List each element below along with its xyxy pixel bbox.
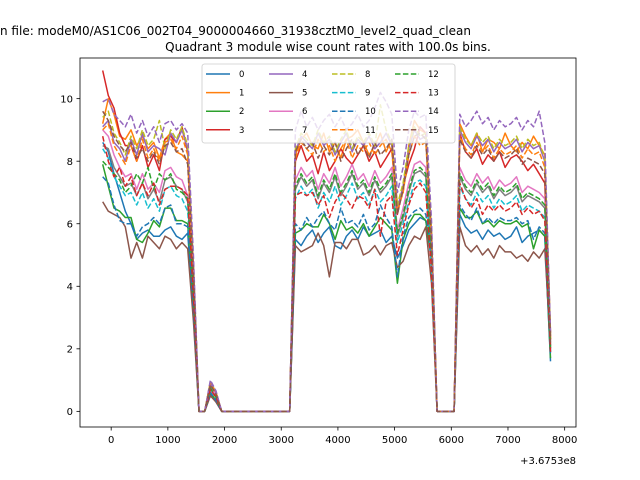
legend-label-8: 8	[365, 70, 370, 80]
x-tick-label: 0	[108, 435, 114, 446]
x-tick-label: 7000	[495, 435, 520, 446]
series-line-14	[102, 91, 552, 413]
x-tick-label: 8000	[552, 435, 577, 446]
legend-label-3: 3	[239, 126, 244, 136]
legend-label-10: 10	[365, 107, 376, 117]
series-line-9	[102, 148, 552, 413]
legend-box	[201, 63, 456, 144]
series-line-6	[102, 129, 552, 413]
x-axis-ticks: 0 1000 2000 3000 4000 5000 6000 7000 8000	[108, 427, 577, 446]
series-line-8	[102, 104, 552, 413]
y-tick-label: 6	[67, 219, 73, 230]
legend-label-5: 5	[302, 89, 307, 99]
y-tick-label: 4	[67, 282, 73, 293]
x-axis-offset-label: +3.6753e8	[520, 456, 576, 467]
legend-label-4: 4	[302, 70, 307, 80]
series-line-13	[101, 136, 552, 413]
legend-label-9: 9	[365, 89, 370, 99]
series-line-0	[102, 142, 552, 413]
plot-area: 0 1000 2000 3000 4000 5000 6000 7000 8000 0 2 4 6 8 1…	[60, 57, 577, 467]
legend-label-2: 2	[239, 107, 244, 117]
series-line-15	[102, 110, 552, 413]
series-line-5	[102, 201, 552, 413]
series-line-12	[102, 160, 552, 413]
y-tick-label: 10	[60, 94, 73, 105]
chart-title: Quadrant 3 module wise count rates with …	[165, 40, 491, 54]
legend-label-12: 12	[428, 70, 439, 80]
legend-label-6: 6	[302, 107, 307, 117]
x-tick-label: 6000	[439, 435, 464, 446]
legend-label-13: 13	[428, 89, 439, 99]
legend-label-15: 15	[428, 126, 439, 136]
x-tick-label: 5000	[382, 435, 407, 446]
series-line-11	[102, 122, 552, 413]
figure-suptitle: n file: modeM0/AS1C06_002T04_9000004660_…	[0, 24, 471, 38]
series-line-7	[102, 144, 552, 413]
x-tick-label: 4000	[325, 435, 350, 446]
legend-label-0: 0	[239, 70, 244, 80]
y-tick-label: 0	[67, 407, 73, 418]
y-axis-ticks: 0 2 4 6 8 10	[60, 94, 80, 418]
y-tick-label: 8	[67, 157, 73, 168]
legend-label-1: 1	[239, 89, 244, 99]
y-tick-label: 2	[67, 344, 73, 355]
x-tick-label: 3000	[269, 435, 294, 446]
x-tick-label: 2000	[212, 435, 237, 446]
legend-label-7: 7	[302, 126, 307, 136]
series-line-10	[102, 176, 552, 413]
axes-frame	[79, 57, 577, 428]
x-tick-label: 1000	[155, 435, 180, 446]
legend-label-11: 11	[365, 126, 376, 136]
legend-label-14: 14	[428, 107, 439, 117]
